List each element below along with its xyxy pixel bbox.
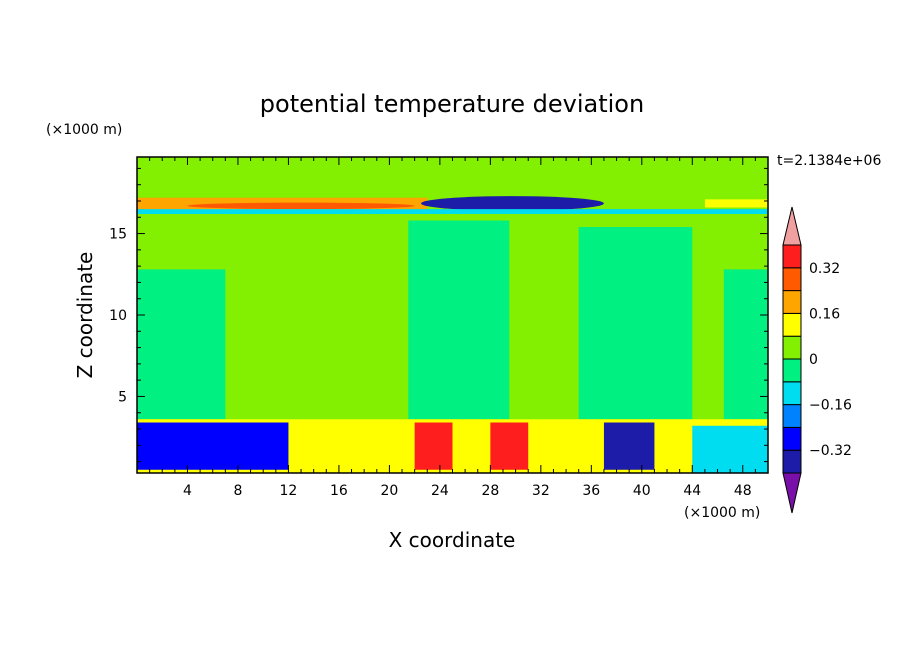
field-region-negative-patch-left (137, 269, 226, 420)
chart-title: potential temperature deviation (260, 90, 644, 118)
field-region-bl-warm-column-1 (414, 422, 453, 470)
x-tick-label: 20 (380, 483, 398, 499)
colorbar-label: 0.16 (809, 306, 840, 322)
colorbar-band (782, 358, 802, 383)
field-region-upper-warm-band-right (704, 199, 768, 208)
field-region-upper-warm-core (187, 202, 415, 210)
colorbar-band (782, 449, 802, 474)
x-unit-label: (×1000 m) (684, 505, 760, 521)
temperature-field (137, 157, 768, 473)
field-region-inversion-cold-strip (137, 209, 768, 215)
colorbar: 0.32 0.16 0 −0.16 −0.32 (782, 206, 852, 514)
colorbar-band (782, 404, 802, 428)
x-tick-label: 36 (582, 483, 600, 499)
colorbar-band (782, 381, 802, 406)
colorbar-extend-top (782, 206, 802, 246)
colorbar-band (782, 335, 802, 360)
x-tick-label: 40 (633, 483, 651, 499)
y-tick-label: 10 (109, 308, 127, 324)
x-tick-label: 28 (481, 483, 499, 499)
x-tick-label: 16 (330, 483, 348, 499)
field-region-bl-cold-left (137, 422, 289, 470)
x-tick-label: 4 (183, 483, 192, 499)
field-region-bl-cold-plume (603, 422, 655, 470)
field-region-negative-column-2 (578, 227, 693, 420)
field-region-negative-column-1 (408, 220, 510, 420)
colorbar-band (782, 426, 802, 451)
x-tick-label: 12 (280, 483, 298, 499)
x-tick-label: 8 (233, 483, 242, 499)
colorbar-label: −0.32 (809, 443, 852, 459)
field-region-upper-cold-lens (420, 196, 604, 211)
colorbar-band (782, 290, 802, 314)
field-region-negative-patch-right (723, 269, 768, 420)
x-tick-label: 24 (431, 483, 449, 499)
y-unit-label: (×1000 m) (46, 122, 122, 138)
x-tick-label: 32 (532, 483, 550, 499)
x-axis-label: X coordinate (389, 528, 516, 552)
x-tick-label: 48 (734, 483, 752, 499)
y-tick-label: 5 (118, 389, 127, 405)
colorbar-extend-bottom (782, 472, 802, 514)
field-region-bl-warm-column-2 (490, 422, 529, 470)
colorbar-label: −0.16 (809, 398, 852, 414)
colorbar-band (782, 267, 802, 292)
colorbar-label: 0 (809, 352, 818, 368)
colorbar-label: 0.32 (809, 261, 840, 277)
time-label: t=2.1384e+06 (777, 153, 881, 169)
field-region-bl-cold-right (692, 425, 768, 473)
colorbar-band (782, 312, 802, 337)
x-tick-label: 44 (683, 483, 701, 499)
y-tick-label: 15 (109, 227, 127, 243)
colorbar-band (782, 244, 802, 269)
y-axis-label: Z coordinate (73, 252, 97, 379)
